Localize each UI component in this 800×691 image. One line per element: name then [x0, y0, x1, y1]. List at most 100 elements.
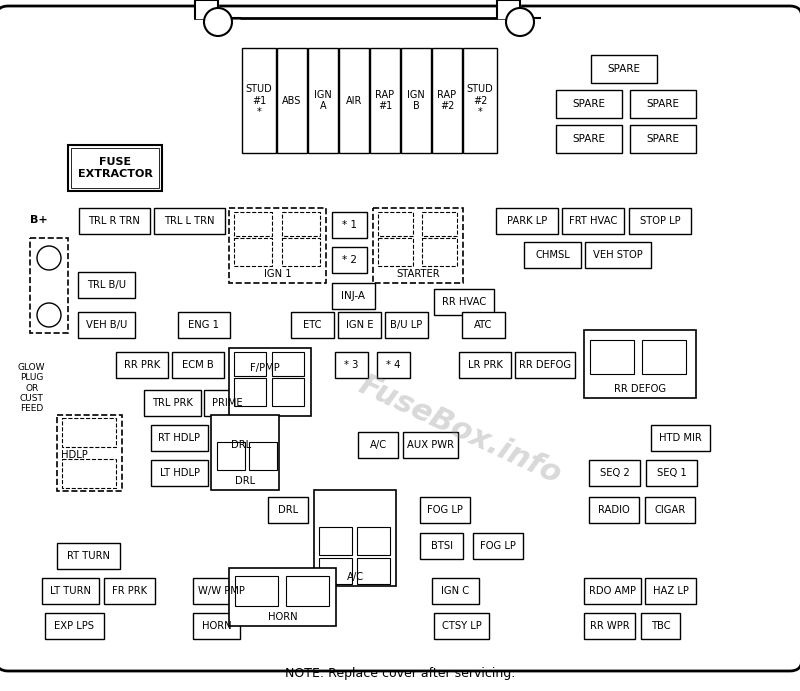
Text: EXP LPS: EXP LPS — [54, 621, 94, 631]
FancyBboxPatch shape — [629, 208, 691, 234]
FancyBboxPatch shape — [403, 432, 458, 458]
Text: SEQ 2: SEQ 2 — [600, 468, 630, 478]
FancyBboxPatch shape — [332, 212, 367, 238]
FancyBboxPatch shape — [630, 90, 696, 118]
FancyBboxPatch shape — [272, 378, 304, 406]
FancyBboxPatch shape — [229, 568, 336, 626]
FancyBboxPatch shape — [234, 352, 266, 376]
Text: SPARE: SPARE — [607, 64, 641, 74]
Text: F/PMP: F/PMP — [250, 363, 279, 373]
FancyBboxPatch shape — [357, 558, 390, 584]
FancyBboxPatch shape — [234, 212, 272, 236]
FancyBboxPatch shape — [319, 558, 352, 584]
FancyBboxPatch shape — [524, 242, 581, 268]
FancyBboxPatch shape — [193, 613, 240, 639]
Text: LT HDLP: LT HDLP — [159, 468, 199, 478]
FancyBboxPatch shape — [272, 352, 304, 376]
Text: SPARE: SPARE — [573, 134, 606, 144]
FancyBboxPatch shape — [151, 460, 208, 486]
FancyBboxPatch shape — [332, 283, 375, 309]
FancyBboxPatch shape — [241, 358, 288, 378]
FancyBboxPatch shape — [234, 378, 266, 406]
FancyBboxPatch shape — [282, 238, 320, 266]
FancyBboxPatch shape — [434, 289, 494, 315]
Text: STARTER: STARTER — [396, 269, 440, 279]
Text: B/U LP: B/U LP — [390, 320, 422, 330]
Text: TRL L TRN: TRL L TRN — [164, 216, 214, 226]
Text: A/C: A/C — [370, 440, 386, 450]
FancyBboxPatch shape — [370, 48, 400, 153]
FancyBboxPatch shape — [314, 490, 396, 586]
Text: SEQ 1: SEQ 1 — [657, 468, 686, 478]
FancyBboxPatch shape — [57, 415, 122, 491]
FancyBboxPatch shape — [496, 208, 558, 234]
Text: HDLP: HDLP — [61, 450, 87, 460]
FancyBboxPatch shape — [193, 578, 250, 604]
Text: TBC: TBC — [650, 621, 670, 631]
FancyBboxPatch shape — [45, 613, 104, 639]
FancyBboxPatch shape — [358, 432, 398, 458]
Text: AUX PWR: AUX PWR — [407, 440, 454, 450]
FancyBboxPatch shape — [42, 578, 99, 604]
FancyBboxPatch shape — [385, 312, 428, 338]
Text: HAZ LP: HAZ LP — [653, 586, 689, 596]
Text: STUD
#1
*: STUD #1 * — [246, 84, 272, 117]
FancyBboxPatch shape — [378, 238, 413, 266]
Text: NOTE: Replace cover after servicing.: NOTE: Replace cover after servicing. — [285, 667, 515, 679]
FancyBboxPatch shape — [378, 212, 413, 236]
FancyBboxPatch shape — [420, 533, 463, 559]
FancyBboxPatch shape — [591, 55, 657, 83]
Text: ETC: ETC — [303, 320, 322, 330]
FancyBboxPatch shape — [229, 348, 311, 416]
FancyBboxPatch shape — [268, 497, 308, 523]
FancyBboxPatch shape — [57, 543, 120, 569]
FancyBboxPatch shape — [242, 48, 276, 153]
Text: CHMSL: CHMSL — [535, 250, 570, 260]
FancyBboxPatch shape — [646, 460, 697, 486]
Text: INJ-A: INJ-A — [342, 291, 366, 301]
Text: IGN
A: IGN A — [314, 90, 332, 111]
FancyBboxPatch shape — [556, 90, 622, 118]
Circle shape — [37, 246, 61, 270]
Text: HORN: HORN — [268, 612, 298, 622]
FancyBboxPatch shape — [319, 527, 352, 555]
FancyBboxPatch shape — [62, 459, 116, 488]
Text: ABS: ABS — [282, 95, 302, 106]
Text: TRL R TRN: TRL R TRN — [89, 216, 141, 226]
FancyBboxPatch shape — [641, 613, 680, 639]
Text: FRT HVAC: FRT HVAC — [569, 216, 617, 226]
Text: RR DEFOG: RR DEFOG — [519, 360, 571, 370]
Text: AIR: AIR — [346, 95, 362, 106]
FancyBboxPatch shape — [249, 442, 277, 470]
Text: STUD
#2
*: STUD #2 * — [466, 84, 494, 117]
Circle shape — [506, 8, 534, 36]
FancyBboxPatch shape — [71, 148, 159, 188]
Text: RT HDLP: RT HDLP — [158, 433, 201, 443]
Text: VEH STOP: VEH STOP — [593, 250, 643, 260]
FancyBboxPatch shape — [630, 125, 696, 153]
FancyBboxPatch shape — [79, 208, 150, 234]
FancyBboxPatch shape — [332, 247, 367, 273]
FancyBboxPatch shape — [235, 576, 278, 606]
Circle shape — [204, 8, 232, 36]
Text: LR PRK: LR PRK — [467, 360, 502, 370]
FancyBboxPatch shape — [401, 48, 431, 153]
FancyBboxPatch shape — [154, 208, 225, 234]
Polygon shape — [497, 0, 540, 18]
FancyBboxPatch shape — [0, 6, 800, 671]
FancyBboxPatch shape — [357, 527, 390, 555]
Text: PARK LP: PARK LP — [507, 216, 547, 226]
Text: FuseBox.info: FuseBox.info — [354, 370, 566, 490]
Text: ECM B: ECM B — [182, 360, 214, 370]
FancyBboxPatch shape — [589, 460, 640, 486]
FancyBboxPatch shape — [217, 442, 245, 470]
Text: TRL B/U: TRL B/U — [87, 280, 126, 290]
Text: ENG 1: ENG 1 — [189, 320, 219, 330]
FancyBboxPatch shape — [373, 208, 463, 283]
FancyBboxPatch shape — [590, 340, 634, 374]
Text: CTSY LP: CTSY LP — [442, 621, 482, 631]
Polygon shape — [195, 0, 240, 18]
Text: A/C: A/C — [346, 572, 363, 582]
FancyBboxPatch shape — [104, 578, 155, 604]
Text: PRIME: PRIME — [212, 398, 243, 408]
